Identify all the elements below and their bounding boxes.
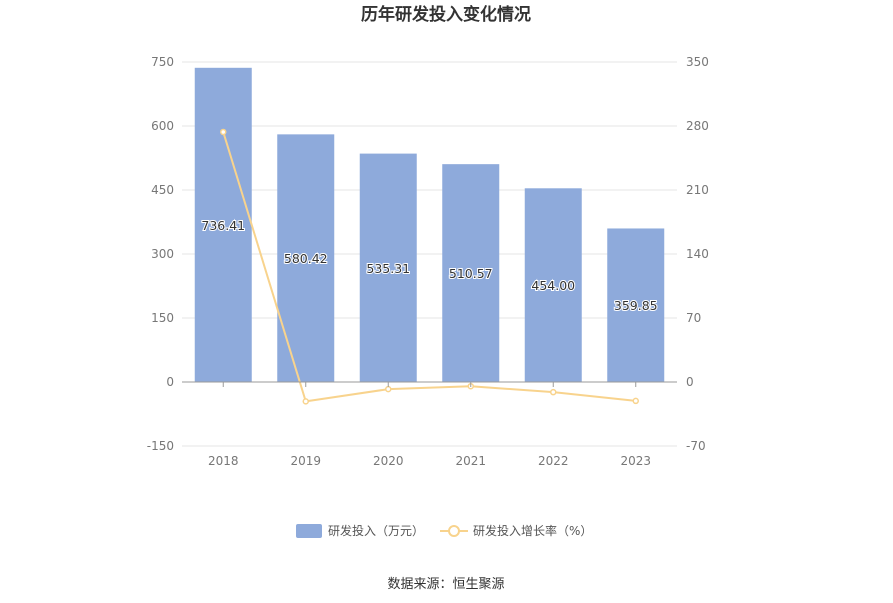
right-tick-label: 140 — [686, 247, 709, 261]
bar-value-label: 510.57 — [449, 266, 493, 281]
growth-point — [632, 397, 639, 405]
legend-bar-label: 研发投入（万元） — [328, 523, 424, 538]
left-tick-label: 750 — [151, 55, 174, 69]
data-source: 数据来源：恒生聚源 — [387, 577, 504, 592]
left-tick-label: 150 — [151, 311, 174, 325]
bar-value-label: 736.41 — [201, 218, 245, 233]
chart-title: 历年研发投入变化情况 — [361, 4, 531, 25]
bar — [607, 228, 665, 382]
legend-line-label: 研发投入增长率（%） — [473, 523, 592, 538]
bar-value-labels: 736.41 580.42 535.31 510.57 454.00 359.85 — [200, 217, 658, 314]
bar — [194, 67, 252, 382]
x-axis: 2018 2019 2020 2021 2022 2023 — [182, 381, 677, 468]
left-tick-label: 300 — [151, 247, 174, 261]
legend-item-line[interactable]: 研发投入增长率（%） — [440, 523, 592, 538]
x-tick-label: 2021 — [455, 454, 486, 468]
x-tick-label: 2019 — [290, 454, 321, 468]
left-tick-label: 450 — [151, 183, 174, 197]
x-tick-label: 2020 — [373, 454, 404, 468]
right-tick-label: -70 — [686, 439, 706, 453]
bar-series — [194, 67, 665, 382]
x-tick-label: 2022 — [538, 454, 569, 468]
right-tick-label: 210 — [686, 183, 709, 197]
growth-line — [222, 131, 636, 403]
bar — [524, 188, 582, 382]
growth-point — [220, 128, 227, 136]
right-tick-label: 70 — [686, 311, 701, 325]
growth-point — [385, 385, 392, 393]
bar-value-label: 535.31 — [366, 261, 410, 276]
growth-point — [302, 398, 309, 405]
legend: 研发投入（万元） 研发投入增长率（%） — [296, 523, 592, 538]
left-tick-label: 0 — [166, 375, 174, 389]
bar-value-label: 359.85 — [614, 298, 658, 313]
right-tick-label: 350 — [686, 55, 709, 69]
legend-item-bar[interactable]: 研发投入（万元） — [296, 523, 424, 538]
right-tick-label: 0 — [686, 375, 694, 389]
legend-line-marker — [448, 525, 460, 537]
line-series — [220, 128, 639, 405]
left-tick-label: 600 — [151, 119, 174, 133]
bar — [442, 164, 500, 382]
x-tick-label: 2018 — [208, 454, 239, 468]
right-y-axis: -70 0 70 140 210 280 350 — [686, 55, 709, 453]
left-y-axis: -150 0 150 300 450 600 750 — [147, 55, 174, 453]
right-tick-label: 280 — [686, 119, 709, 133]
left-tick-label: -150 — [147, 439, 174, 453]
legend-bar-swatch — [296, 524, 322, 538]
x-tick-label: 2023 — [620, 454, 651, 468]
growth-point — [550, 388, 557, 396]
bar-value-label: 454.00 — [531, 278, 575, 293]
bar-value-label: 580.42 — [284, 251, 328, 266]
bar — [359, 153, 417, 382]
